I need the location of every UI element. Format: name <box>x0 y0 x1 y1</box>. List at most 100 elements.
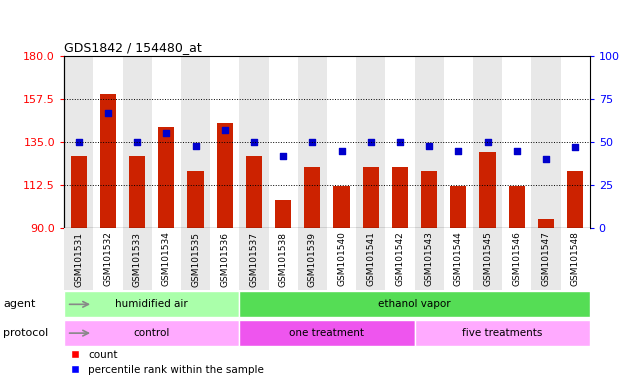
Bar <box>181 56 210 228</box>
Bar <box>217 123 233 228</box>
Text: GSM101531: GSM101531 <box>74 232 83 286</box>
Bar <box>100 94 116 228</box>
Text: GSM101545: GSM101545 <box>483 232 492 286</box>
Point <box>570 144 580 150</box>
Bar <box>64 56 94 228</box>
Bar <box>450 186 467 228</box>
Bar <box>239 320 415 346</box>
Text: GSM101534: GSM101534 <box>162 232 171 286</box>
Point <box>278 153 288 159</box>
Text: five treatments: five treatments <box>462 328 542 338</box>
Bar <box>239 56 269 228</box>
Bar <box>187 171 204 228</box>
Text: GSM101544: GSM101544 <box>454 232 463 286</box>
Text: GSM101532: GSM101532 <box>103 232 112 286</box>
Point <box>249 139 259 145</box>
Legend: count, percentile rank within the sample: count, percentile rank within the sample <box>69 350 264 375</box>
Bar <box>210 56 239 228</box>
Point <box>541 156 551 162</box>
Bar <box>152 56 181 228</box>
Bar <box>246 156 262 228</box>
Bar <box>210 228 239 290</box>
Point <box>337 147 347 154</box>
Bar <box>64 320 239 346</box>
Bar <box>473 228 502 290</box>
Bar <box>327 228 356 290</box>
Bar <box>297 228 327 290</box>
Bar <box>385 56 415 228</box>
Bar <box>479 152 495 228</box>
Text: GSM101542: GSM101542 <box>395 232 404 286</box>
Text: GDS1842 / 154480_at: GDS1842 / 154480_at <box>64 41 202 55</box>
Bar <box>122 56 152 228</box>
Bar <box>181 228 210 290</box>
Bar <box>421 171 437 228</box>
Text: humidified air: humidified air <box>115 299 188 310</box>
Bar <box>304 167 320 228</box>
Text: GSM101546: GSM101546 <box>512 232 521 286</box>
Text: GSM101539: GSM101539 <box>308 232 317 286</box>
Bar <box>385 228 415 290</box>
Point <box>190 142 201 149</box>
Bar <box>415 56 444 228</box>
Bar <box>473 56 502 228</box>
Bar <box>538 219 554 228</box>
Point <box>512 147 522 154</box>
Bar <box>269 228 297 290</box>
Text: GSM101547: GSM101547 <box>542 232 551 286</box>
Point <box>424 142 434 149</box>
Point <box>483 139 493 145</box>
Bar <box>560 228 590 290</box>
Text: agent: agent <box>3 299 36 310</box>
Point <box>74 139 84 145</box>
Text: GSM101536: GSM101536 <box>221 232 229 286</box>
Text: GSM101543: GSM101543 <box>424 232 433 286</box>
Bar <box>363 167 379 228</box>
Bar <box>64 228 94 290</box>
Bar <box>94 228 122 290</box>
Bar <box>415 228 444 290</box>
Bar <box>333 186 349 228</box>
Text: protocol: protocol <box>3 328 49 338</box>
Bar <box>94 56 122 228</box>
Bar <box>356 56 385 228</box>
Point <box>161 131 171 137</box>
Bar <box>444 228 473 290</box>
Bar <box>531 56 560 228</box>
Text: GSM101541: GSM101541 <box>366 232 375 286</box>
Bar <box>502 228 531 290</box>
Bar <box>444 56 473 228</box>
Bar <box>129 156 145 228</box>
Text: GSM101537: GSM101537 <box>249 232 258 286</box>
Bar <box>531 228 560 290</box>
Bar <box>275 200 291 228</box>
Bar <box>502 56 531 228</box>
Bar <box>415 320 590 346</box>
Point <box>365 139 376 145</box>
Text: GSM101540: GSM101540 <box>337 232 346 286</box>
Point <box>307 139 317 145</box>
Bar <box>64 291 239 317</box>
Point <box>453 147 463 154</box>
Bar <box>122 228 152 290</box>
Bar <box>509 186 525 228</box>
Point <box>220 127 230 133</box>
Bar <box>297 56 327 228</box>
Point <box>103 109 113 116</box>
Text: one treatment: one treatment <box>289 328 365 338</box>
Point <box>132 139 142 145</box>
Text: ethanol vapor: ethanol vapor <box>378 299 451 310</box>
Bar <box>158 127 174 228</box>
Bar <box>239 291 590 317</box>
Text: GSM101548: GSM101548 <box>570 232 579 286</box>
Text: control: control <box>133 328 170 338</box>
Text: GSM101538: GSM101538 <box>279 232 288 286</box>
Bar <box>392 167 408 228</box>
Bar <box>269 56 297 228</box>
Text: GSM101535: GSM101535 <box>191 232 200 286</box>
Bar <box>356 228 385 290</box>
Bar <box>239 228 269 290</box>
Bar <box>560 56 590 228</box>
Bar <box>71 156 87 228</box>
Bar <box>327 56 356 228</box>
